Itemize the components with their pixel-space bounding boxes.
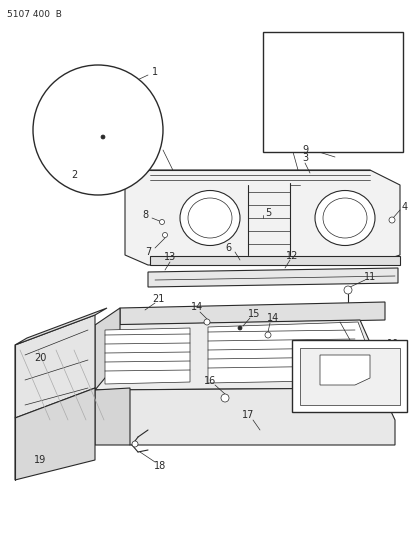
Polygon shape [105,328,189,384]
Ellipse shape [180,190,239,246]
Polygon shape [95,320,379,390]
Polygon shape [299,348,399,405]
Text: 15: 15 [247,309,260,319]
Text: 1: 1 [152,67,158,77]
Text: 4: 4 [401,202,407,212]
Text: 7: 7 [144,247,151,257]
Text: 10: 10 [386,339,398,349]
Circle shape [204,319,209,325]
Circle shape [132,441,138,447]
Bar [262,32,402,152]
Text: 3: 3 [301,153,307,163]
Polygon shape [120,302,384,325]
Ellipse shape [314,190,374,246]
Circle shape [264,332,270,338]
Text: 14: 14 [191,302,202,312]
Polygon shape [15,315,95,418]
Text: 9: 9 [301,145,307,155]
Polygon shape [95,388,130,445]
Circle shape [302,395,307,400]
Polygon shape [15,388,95,480]
Text: 5107 400  B: 5107 400 B [7,10,62,19]
Polygon shape [95,308,120,390]
Text: 5: 5 [264,208,270,218]
Circle shape [33,65,163,195]
Text: 19: 19 [34,455,46,465]
Text: 6: 6 [225,243,231,253]
Polygon shape [125,170,399,265]
Text: 8: 8 [142,210,148,220]
Polygon shape [319,355,369,385]
Circle shape [388,217,394,223]
Circle shape [162,232,167,238]
Polygon shape [207,322,373,383]
Circle shape [343,286,351,294]
Text: 2: 2 [71,170,77,180]
Polygon shape [95,388,394,445]
Circle shape [159,220,164,224]
Text: 12: 12 [285,251,297,261]
Text: 18: 18 [153,461,166,471]
Circle shape [101,135,105,139]
Polygon shape [150,256,399,265]
Text: 13: 13 [164,252,176,262]
Text: 17: 17 [241,410,254,420]
Text: 20: 20 [34,353,46,363]
Text: 21: 21 [151,294,164,304]
Polygon shape [15,308,107,345]
Text: 11: 11 [363,272,375,282]
Polygon shape [148,268,397,287]
Bar [291,340,406,412]
Circle shape [220,394,229,402]
Circle shape [237,326,241,330]
Text: 14: 14 [266,313,279,323]
Text: 16: 16 [203,376,216,386]
Text: 22: 22 [350,401,362,411]
